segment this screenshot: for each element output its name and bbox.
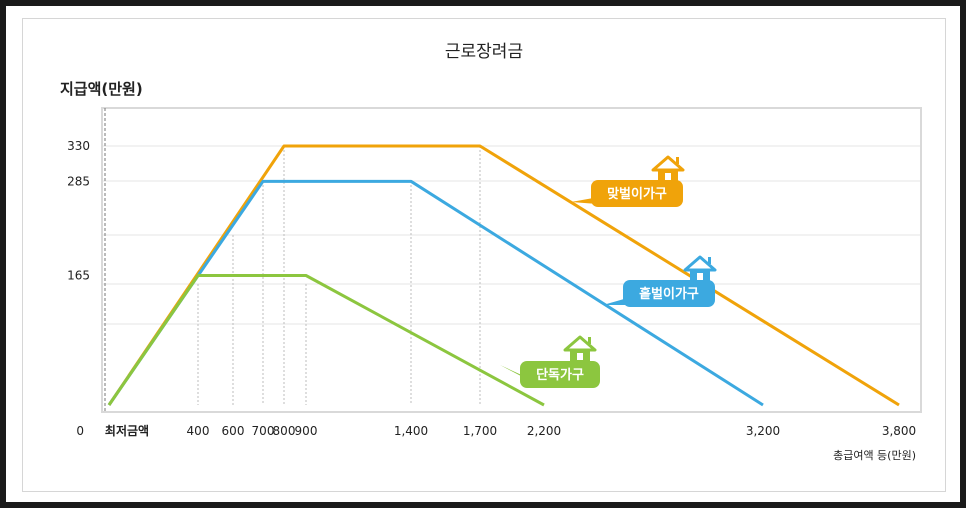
chart-frame: 근로장려금 지급액(만원) 총급여액 등(만원) 0 165 285 330 최저금액 4… xyxy=(6,6,960,502)
x-tick-label: 800 xyxy=(273,424,296,438)
house-icon xyxy=(651,155,685,182)
house-icon xyxy=(563,335,597,362)
legend-bubble-1: 단독가구 xyxy=(500,335,600,388)
x-tick-label: 3,800 xyxy=(882,424,916,438)
x-tick-label: 900 xyxy=(295,424,318,438)
y-tick-label: 0 xyxy=(76,424,84,438)
x-tick-label: 2,200 xyxy=(527,424,561,438)
chart-title: 근로장려금 xyxy=(445,42,523,62)
y-tick-label: 330 xyxy=(67,139,90,153)
x-tick-label: 3,200 xyxy=(746,424,780,438)
legend-label: 맞벌이가구 xyxy=(607,186,667,202)
x-tick-label: 600 xyxy=(222,424,245,438)
x-tick-label: 1,700 xyxy=(463,424,497,438)
chart-svg: 근로장려금 지급액(만원) 총급여액 등(만원) 0 165 285 330 최저금액 4… xyxy=(60,42,922,462)
plot-area-border xyxy=(101,107,922,413)
chart-card: 근로장려금 지급액(만원) 총급여액 등(만원) 0 165 285 330 최저금액 4… xyxy=(22,18,946,492)
x-tick-label: 1,400 xyxy=(394,424,428,438)
legend-label: 단독가구 xyxy=(536,367,584,383)
legend-bubble-2: 홑벌이가구 xyxy=(603,255,717,307)
y-tick-label: 165 xyxy=(67,269,90,283)
house-icon xyxy=(683,255,717,282)
series-layer xyxy=(107,144,900,407)
x-tick-label: 700 xyxy=(252,424,275,438)
legend-label: 홑벌이가구 xyxy=(639,286,699,302)
grid-layer xyxy=(103,108,920,411)
x-tick-label: 400 xyxy=(187,424,210,438)
legend-bubble-3: 맞벌이가구 xyxy=(571,155,685,207)
x-tick-label: 최저금액 xyxy=(105,423,149,438)
series-line-1 xyxy=(107,274,545,407)
y-tick-label: 285 xyxy=(67,174,90,188)
x-axis-label: 총급여액 등(만원) xyxy=(833,449,916,462)
y-axis-label: 지급액(만원) xyxy=(60,80,143,98)
